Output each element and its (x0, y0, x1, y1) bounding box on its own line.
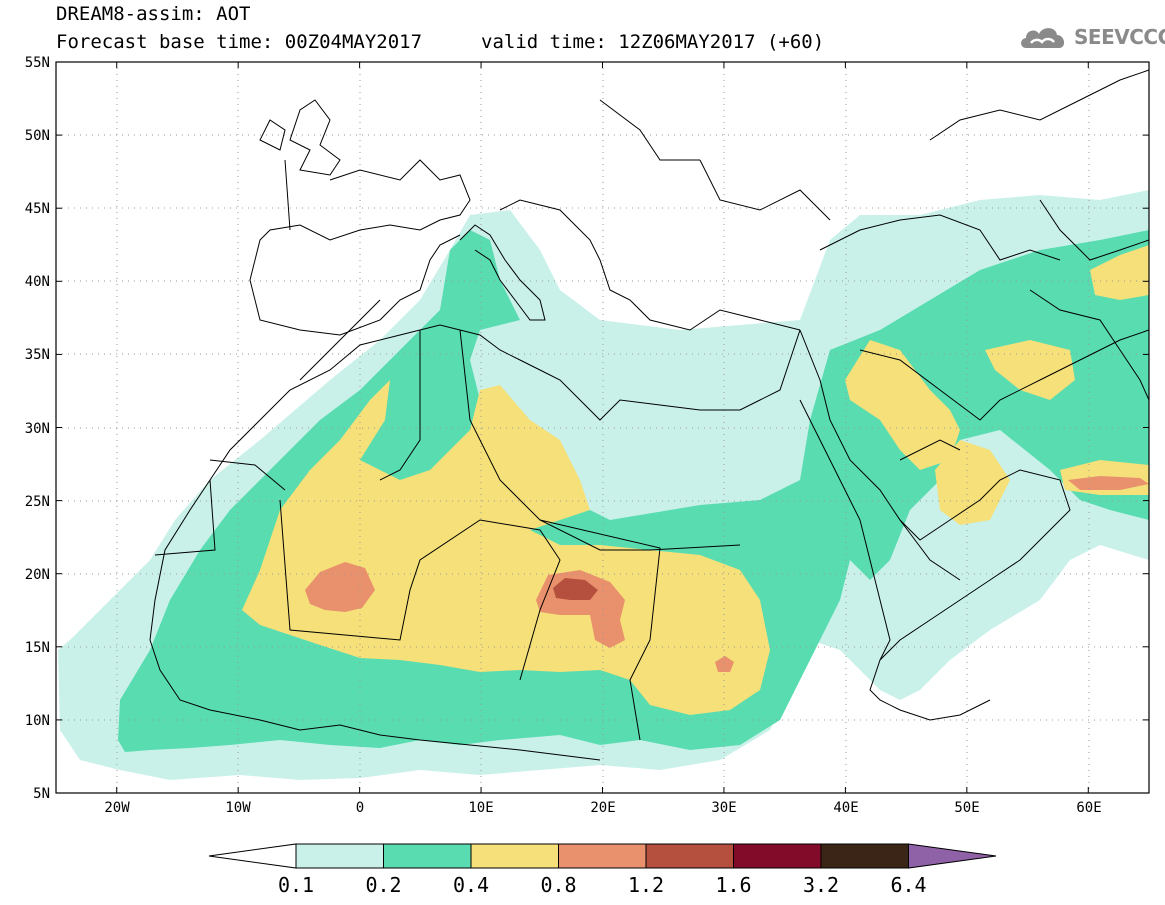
lon-label: 40E (833, 800, 858, 816)
aot-field (58, 190, 1149, 780)
lon-label: 20W (104, 800, 130, 816)
lat-label: 40N (25, 274, 50, 290)
colorbar-bin (645, 843, 734, 869)
lat-label: 45N (25, 201, 50, 217)
lon-label: 20E (590, 800, 615, 816)
colorbar-bin (733, 843, 822, 869)
lat-label: 10N (25, 713, 50, 729)
lat-label: 30N (25, 421, 50, 437)
colorbar-label: 1.6 (715, 873, 751, 897)
valid-time-label: valid time: 12Z06MAY2017 (+60) (481, 31, 825, 53)
colorbar-label: 1.2 (628, 873, 664, 897)
colorbar-label: 3.2 (803, 873, 839, 897)
colorbar: 0.1 0.2 0.4 0.8 1.2 1.6 3.2 6.4 (208, 843, 997, 897)
colorbar-label: 0.4 (453, 873, 489, 897)
lat-label: 5N (33, 786, 50, 802)
logo-text: SEEVCCC (1074, 25, 1165, 49)
lon-label: 0 (356, 800, 364, 816)
colorbar-label: 0.1 (278, 873, 314, 897)
colorbar-under-arrow (208, 843, 297, 869)
seevccc-logo: SEEVCCC (1018, 22, 1165, 52)
lat-labels: 55N 50N 45N 40N 35N 30N 25N 20N 15N 10N … (25, 55, 50, 802)
lon-labels: 20W 10W 0 10E 20E 30E 40E 50E 60E (104, 800, 1101, 816)
coastlines (149, 69, 1149, 761)
axis-ticks (56, 61, 1149, 794)
lon-label: 60E (1076, 800, 1101, 816)
lon-label: 10W (225, 800, 251, 816)
colorbar-bin (558, 843, 647, 869)
aot-contour-0.4-mideast (845, 340, 960, 470)
colorbar-bin (470, 843, 559, 869)
base-time-label: Forecast base time: 00Z04MAY2017 (56, 31, 423, 53)
cloud-icon (1021, 28, 1065, 48)
lon-label: 30E (711, 800, 736, 816)
aot-contour-0.8-pak (1068, 476, 1149, 490)
lat-label: 20N (25, 567, 50, 583)
aot-contour-0.4-east (1090, 245, 1149, 300)
lat-label: 35N (25, 347, 50, 363)
aot-contour-0.8-sudan (715, 656, 734, 672)
aot-contour-0.4 (242, 380, 770, 715)
colorbar-bin (295, 843, 384, 869)
colorbar-bin (820, 843, 909, 869)
aot-contour-0.8-mali (305, 562, 375, 612)
aot-contour-0.4-arabia (935, 440, 1010, 525)
colorbar-label: 6.4 (890, 873, 926, 897)
colorbar-over-arrow (908, 843, 997, 869)
lat-label: 25N (25, 494, 50, 510)
colorbar-bin (383, 843, 472, 869)
lat-label: 15N (25, 640, 50, 656)
lat-label: 50N (25, 128, 50, 144)
map-title: DREAM8-assim: AOT (56, 3, 251, 25)
lon-label: 50E (954, 800, 979, 816)
colorbar-label: 0.8 (540, 873, 576, 897)
aot-contour-0.4-iran (985, 340, 1075, 400)
lon-label: 10E (468, 800, 493, 816)
aot-contour-1.2 (553, 578, 598, 600)
lat-label: 55N (25, 55, 50, 71)
grid-lines (56, 62, 1149, 793)
colorbar-label: 0.2 (365, 873, 401, 897)
